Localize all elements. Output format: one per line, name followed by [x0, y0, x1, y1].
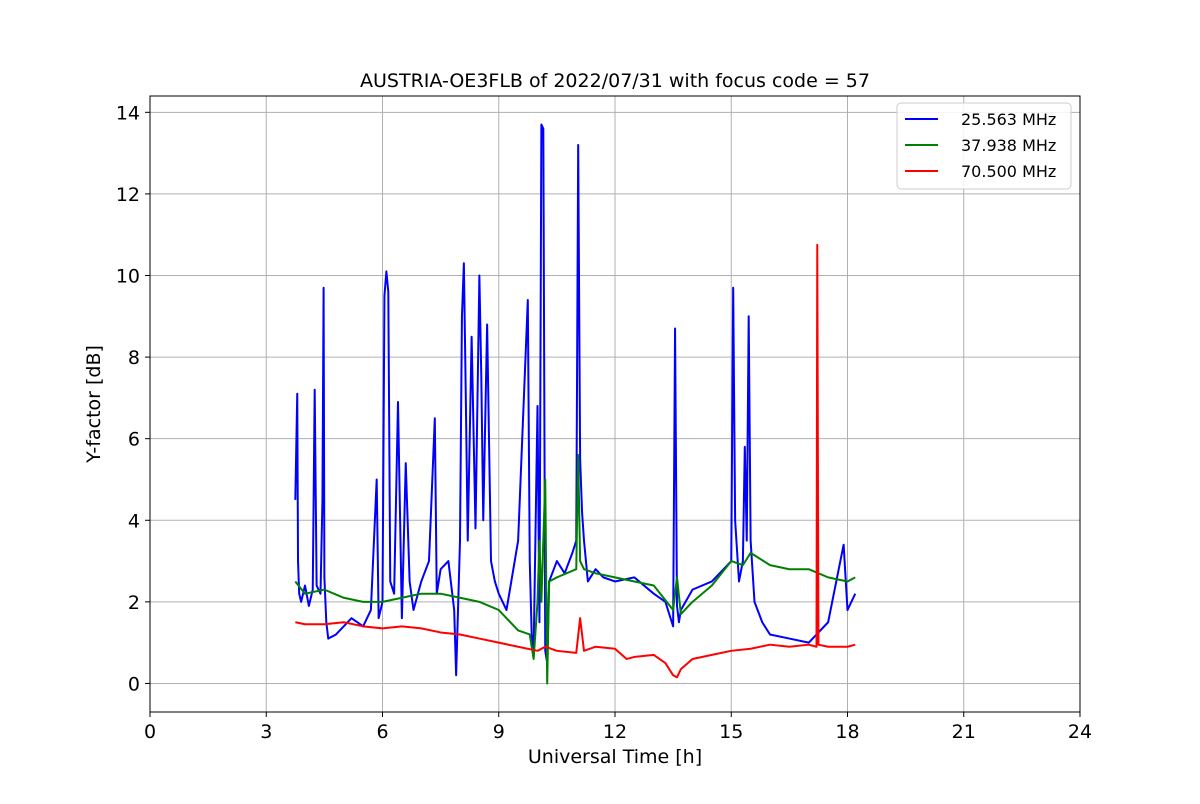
- x-axis-label: Universal Time [h]: [528, 746, 702, 768]
- x-tick-label: 3: [260, 721, 272, 743]
- chart-title: AUSTRIA-OE3FLB of 2022/07/31 with focus …: [360, 70, 870, 92]
- y-axis-label: Y-factor [dB]: [83, 345, 105, 464]
- x-tick-label: 18: [835, 721, 859, 743]
- x-tick-label: 12: [603, 721, 627, 743]
- series-line-2: [294, 453, 856, 685]
- legend-label-1: 25.563 MHz: [961, 110, 1056, 129]
- x-tick-label: 24: [1068, 721, 1092, 743]
- y-tick-label: 12: [116, 184, 140, 206]
- x-tick-label: 9: [493, 721, 505, 743]
- y-tick-label: 0: [128, 673, 140, 695]
- x-tick-label: 21: [952, 721, 976, 743]
- legend: 25.563 MHz 37.938 MHz 70.500 MHz: [896, 102, 1072, 190]
- y-tick-label: 2: [128, 592, 140, 614]
- y-tick-label: 14: [116, 102, 140, 124]
- legend-label-3: 70.500 MHz: [961, 162, 1056, 181]
- legend-label-2: 37.938 MHz: [961, 136, 1056, 155]
- y-tick-label: 10: [116, 265, 140, 287]
- y-tick-label: 6: [128, 429, 140, 451]
- y-tick-label: 8: [128, 347, 140, 369]
- x-tick-label: 0: [144, 721, 156, 743]
- series-line-3: [295, 243, 856, 679]
- x-tick-label: 6: [376, 721, 388, 743]
- x-tick-label: 15: [719, 721, 743, 743]
- series-layer: [294, 123, 857, 685]
- y-tick-label: 4: [128, 510, 140, 532]
- legend-frame: [896, 102, 1072, 190]
